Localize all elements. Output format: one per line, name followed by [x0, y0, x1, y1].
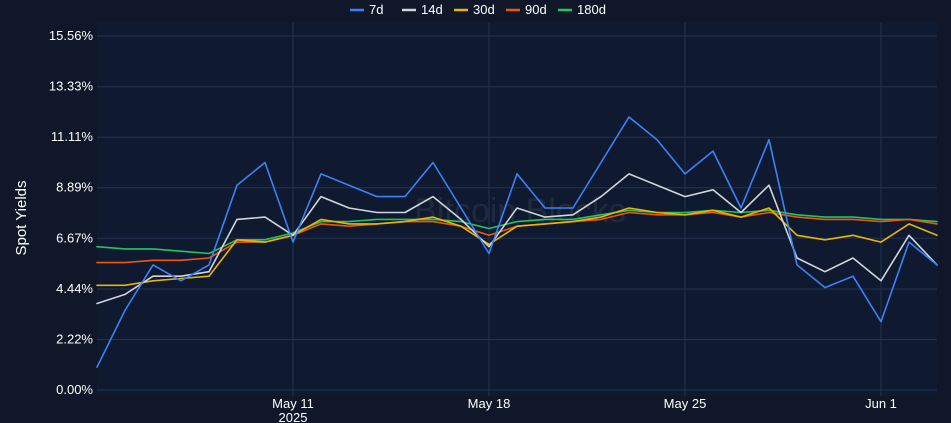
legend-label-14d[interactable]: 14d [421, 2, 443, 17]
y-tick-label: 11.11% [51, 129, 94, 144]
y-tick-label: 0.00% [56, 382, 93, 397]
y-tick-label: 15.56% [49, 28, 94, 43]
series-layer [96, 116, 938, 369]
series-line-14d [96, 173, 938, 305]
y-tick-label: 6.67% [56, 230, 93, 245]
series-line-30d [96, 207, 938, 287]
x-tick-label: Jun 1 [865, 396, 897, 411]
y-tick-label: 2.22% [56, 331, 93, 346]
y-axis-title: Spot Yields [13, 180, 30, 255]
y-axis: 0.00% 2.22% 4.44% 6.67% 8.89% 11.11% 13.33% 15.… [49, 28, 94, 397]
y-tick-label: 8.89% [56, 180, 93, 195]
x-tick-label: May 18 [468, 396, 511, 411]
legend-label-90d[interactable]: 90d [525, 2, 547, 17]
x-tick-label: May 25 [664, 396, 707, 411]
legend-label-30d[interactable]: 30d [473, 2, 495, 17]
x-tick-sublabel: 2025 [279, 410, 308, 423]
y-tick-label: 13.33% [49, 79, 94, 94]
x-tick-label: May 11 [272, 396, 314, 411]
legend: 7d 14d 30d 90d 180d [350, 2, 606, 17]
legend-label-7d[interactable]: 7d [369, 2, 383, 17]
y-tick-label: 4.44% [56, 281, 93, 296]
legend-label-180d[interactable]: 180d [577, 2, 606, 17]
grid [97, 22, 937, 396]
series-line-7d [96, 116, 938, 369]
